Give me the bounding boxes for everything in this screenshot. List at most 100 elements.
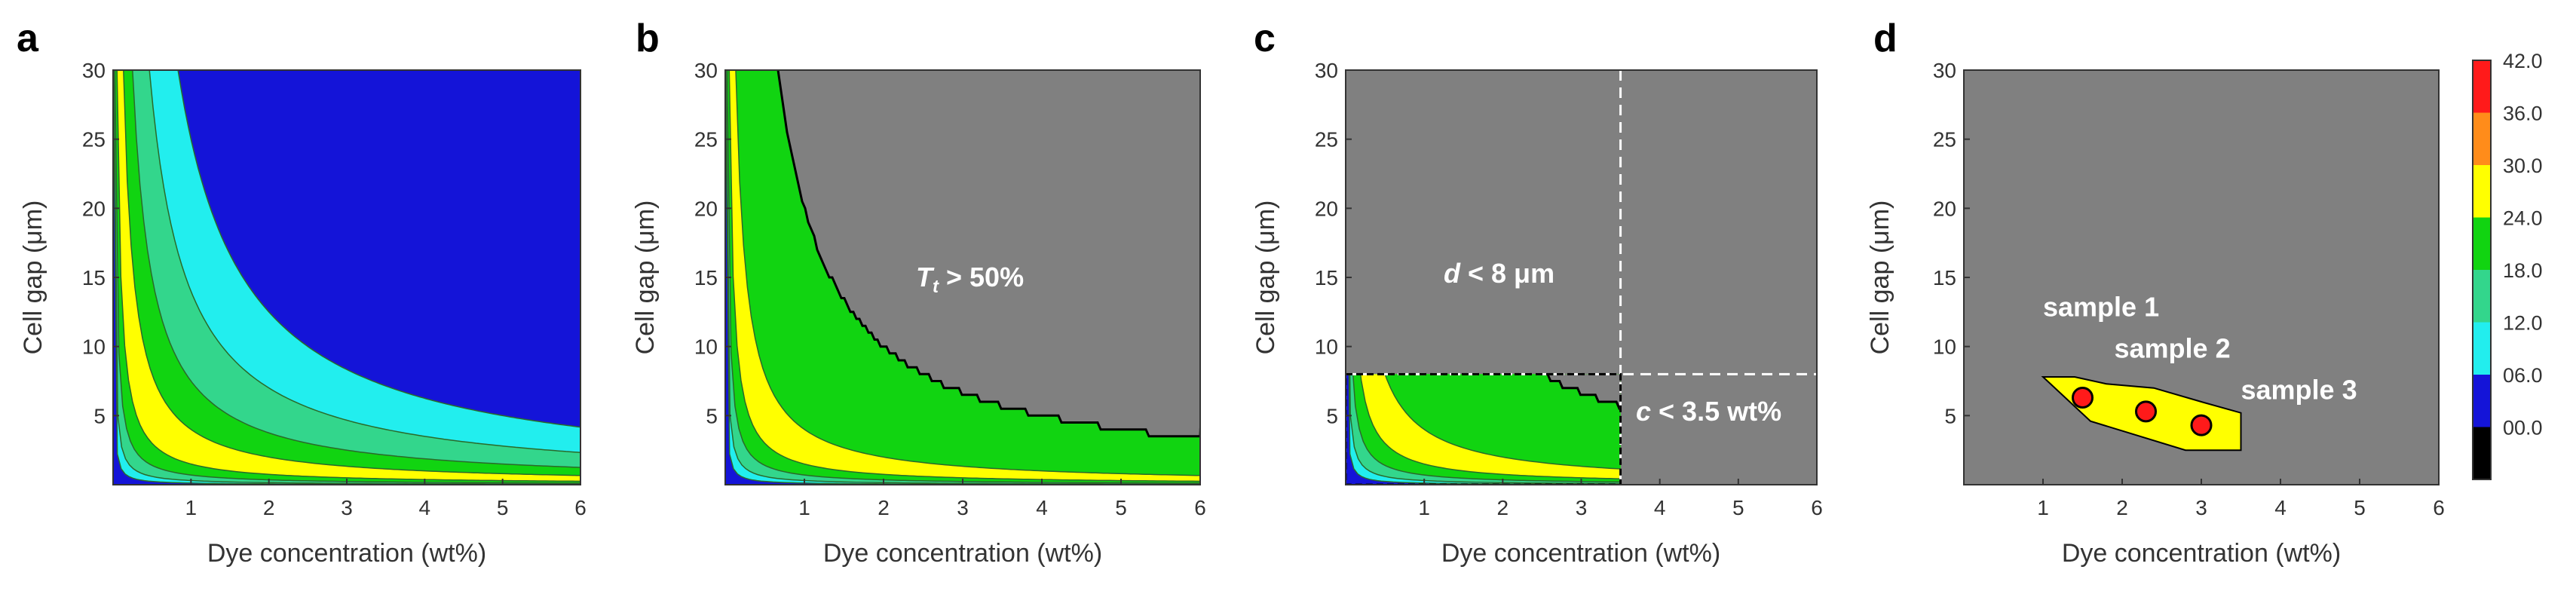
colorbar-label: 18.0 [2503, 259, 2543, 282]
y-tick-label: 20 [82, 197, 106, 220]
colorbar-frame [2472, 60, 2492, 480]
sample-label: sample 3 [2241, 374, 2357, 405]
x-tick-label: 6 [1811, 496, 1823, 519]
colorbar-labels: 42.0 36.0 30.0 24.0 18.0 12.0 06.0 00.0 [2503, 50, 2543, 439]
x-axis-ticks: 1 2 3 4 5 6 [2037, 479, 2445, 519]
sample-marker [2135, 400, 2157, 423]
colorbar-cell [2473, 165, 2491, 218]
y-tick-label: 20 [1315, 197, 1338, 220]
contour-band [177, 70, 580, 428]
contour-band [1384, 374, 1621, 470]
colorbar-label: 06.0 [2503, 364, 2543, 387]
colorbar-label: 42.0 [2503, 50, 2543, 72]
panel-c: c d < 8 μm c < 3.5 wt% 1 2 3 4 5 6 5 10 15 20 25 3… [1251, 17, 1823, 568]
colorbar-cell [2473, 427, 2491, 479]
y-tick-label: 5 [1944, 404, 1956, 427]
x-tick-label: 5 [1115, 496, 1127, 519]
x-axis-ticks: 1 2 3 4 5 6 [185, 479, 587, 519]
y-axis-label: Cell gap (μm) [19, 201, 47, 355]
panel-a: a 1 2 3 4 5 6 5 10 15 20 25 30 Dye concentration (… [17, 17, 587, 568]
x-tick-label: 6 [1194, 496, 1206, 519]
x-tick-label: 2 [263, 496, 275, 519]
y-axis-ticks: 5 10 15 20 25 30 [694, 59, 731, 427]
x-tick-label: 3 [1576, 496, 1588, 519]
x-tick-label: 3 [957, 496, 969, 519]
y-axis-ticks: 5 10 15 20 25 30 [1315, 59, 1352, 427]
feasible-window-border [1346, 372, 1622, 485]
y-axis-ticks: 5 10 15 20 25 30 [82, 59, 119, 427]
colorbar-cells [2473, 60, 2491, 479]
colorbar-label: 36.0 [2503, 103, 2543, 125]
y-tick-label: 5 [1326, 404, 1338, 427]
panel-label-a: a [17, 17, 39, 60]
colorbar-label: 24.0 [2503, 207, 2543, 230]
x-tick-label: 1 [798, 496, 810, 519]
x-tick-label: 1 [1418, 496, 1430, 519]
x-axis-ticks: 1 2 3 4 5 6 [798, 479, 1206, 519]
panel-label-c: c [1254, 17, 1276, 60]
y-tick-label: 15 [694, 266, 718, 289]
x-tick-label: 4 [1654, 496, 1666, 519]
panel-b: b Tt > 50% 1 2 3 4 5 6 5 10 15 20 25 30 Dye concen… [631, 17, 1206, 568]
x-tick-label: 5 [1732, 496, 1744, 519]
colorbar-cell [2473, 217, 2491, 270]
y-tick-label: 30 [694, 59, 718, 82]
x-tick-label: 1 [185, 496, 198, 519]
colorbar-cell [2473, 60, 2491, 113]
annotation-d-limit: d < 8 μm [1444, 258, 1554, 289]
x-tick-label: 2 [2116, 496, 2128, 519]
x-axis-label: Dye concentration (wt%) [2062, 539, 2341, 568]
x-tick-label: 6 [2433, 496, 2445, 519]
x-axis-label: Dye concentration (wt%) [823, 539, 1102, 568]
y-tick-label: 5 [706, 404, 718, 427]
colorbar-cell [2473, 112, 2491, 165]
sample-labels: sample 1 sample 2 sample 3 [2043, 291, 2357, 405]
colorbar-label: 30.0 [2503, 155, 2543, 177]
y-tick-label: 25 [1933, 128, 1956, 152]
sample-marker [2072, 387, 2094, 409]
y-tick-label: 30 [1315, 59, 1338, 82]
colorbar-label: 12.0 [2503, 312, 2543, 335]
y-tick-label: 10 [82, 335, 106, 359]
y-tick-label: 10 [1933, 335, 1956, 359]
y-tick-label: 25 [82, 128, 106, 152]
y-tick-label: 25 [694, 128, 718, 152]
y-tick-label: 30 [1933, 59, 1956, 82]
x-tick-label: 3 [2195, 496, 2207, 519]
x-axis-label: Dye concentration (wt%) [207, 539, 486, 568]
y-tick-label: 30 [82, 59, 106, 82]
panel-label-d: d [1873, 17, 1898, 60]
x-axis-label: Dye concentration (wt%) [1441, 539, 1720, 568]
y-tick-label: 25 [1315, 128, 1338, 152]
colorbar: 42.0 36.0 30.0 24.0 18.0 12.0 06.0 00.0 [2472, 50, 2543, 480]
x-tick-label: 1 [2037, 496, 2049, 519]
sample-label: sample 2 [2115, 332, 2231, 363]
contour-bands [113, 70, 580, 485]
x-tick-label: 4 [1036, 496, 1048, 519]
y-tick-label: 15 [1933, 266, 1956, 289]
annotation-tt-above-50: Tt > 50% [916, 262, 1024, 297]
colorbar-cell [2473, 322, 2491, 375]
y-axis-ticks: 5 10 15 20 25 30 [1933, 59, 1970, 427]
y-tick-label: 10 [1315, 335, 1338, 359]
sample-marker [2190, 414, 2213, 436]
y-tick-label: 10 [694, 335, 718, 359]
y-tick-label: 20 [694, 197, 718, 220]
y-axis-label: Cell gap (μm) [1251, 201, 1280, 355]
masked-region-tt [1537, 374, 1621, 410]
x-tick-label: 2 [1497, 496, 1509, 519]
contour-bands [1348, 374, 1621, 485]
y-axis-label: Cell gap (μm) [631, 201, 660, 355]
panel-label-b: b [636, 17, 660, 60]
masked-region-tt [776, 70, 1200, 438]
x-tick-label: 5 [497, 496, 509, 519]
y-tick-label: 20 [1933, 197, 1956, 220]
annotation-c-limit: c < 3.5 wt% [1636, 396, 1781, 427]
y-tick-label: 5 [93, 404, 106, 427]
colorbar-label: 00.0 [2503, 417, 2543, 439]
x-tick-label: 6 [574, 496, 587, 519]
panel-d: d sample 1 sample 2 sample 3 1 2 3 4 5 6 5 10 15 2… [1866, 17, 2445, 568]
y-tick-label: 15 [82, 266, 106, 289]
colorbar-cell [2473, 375, 2491, 427]
